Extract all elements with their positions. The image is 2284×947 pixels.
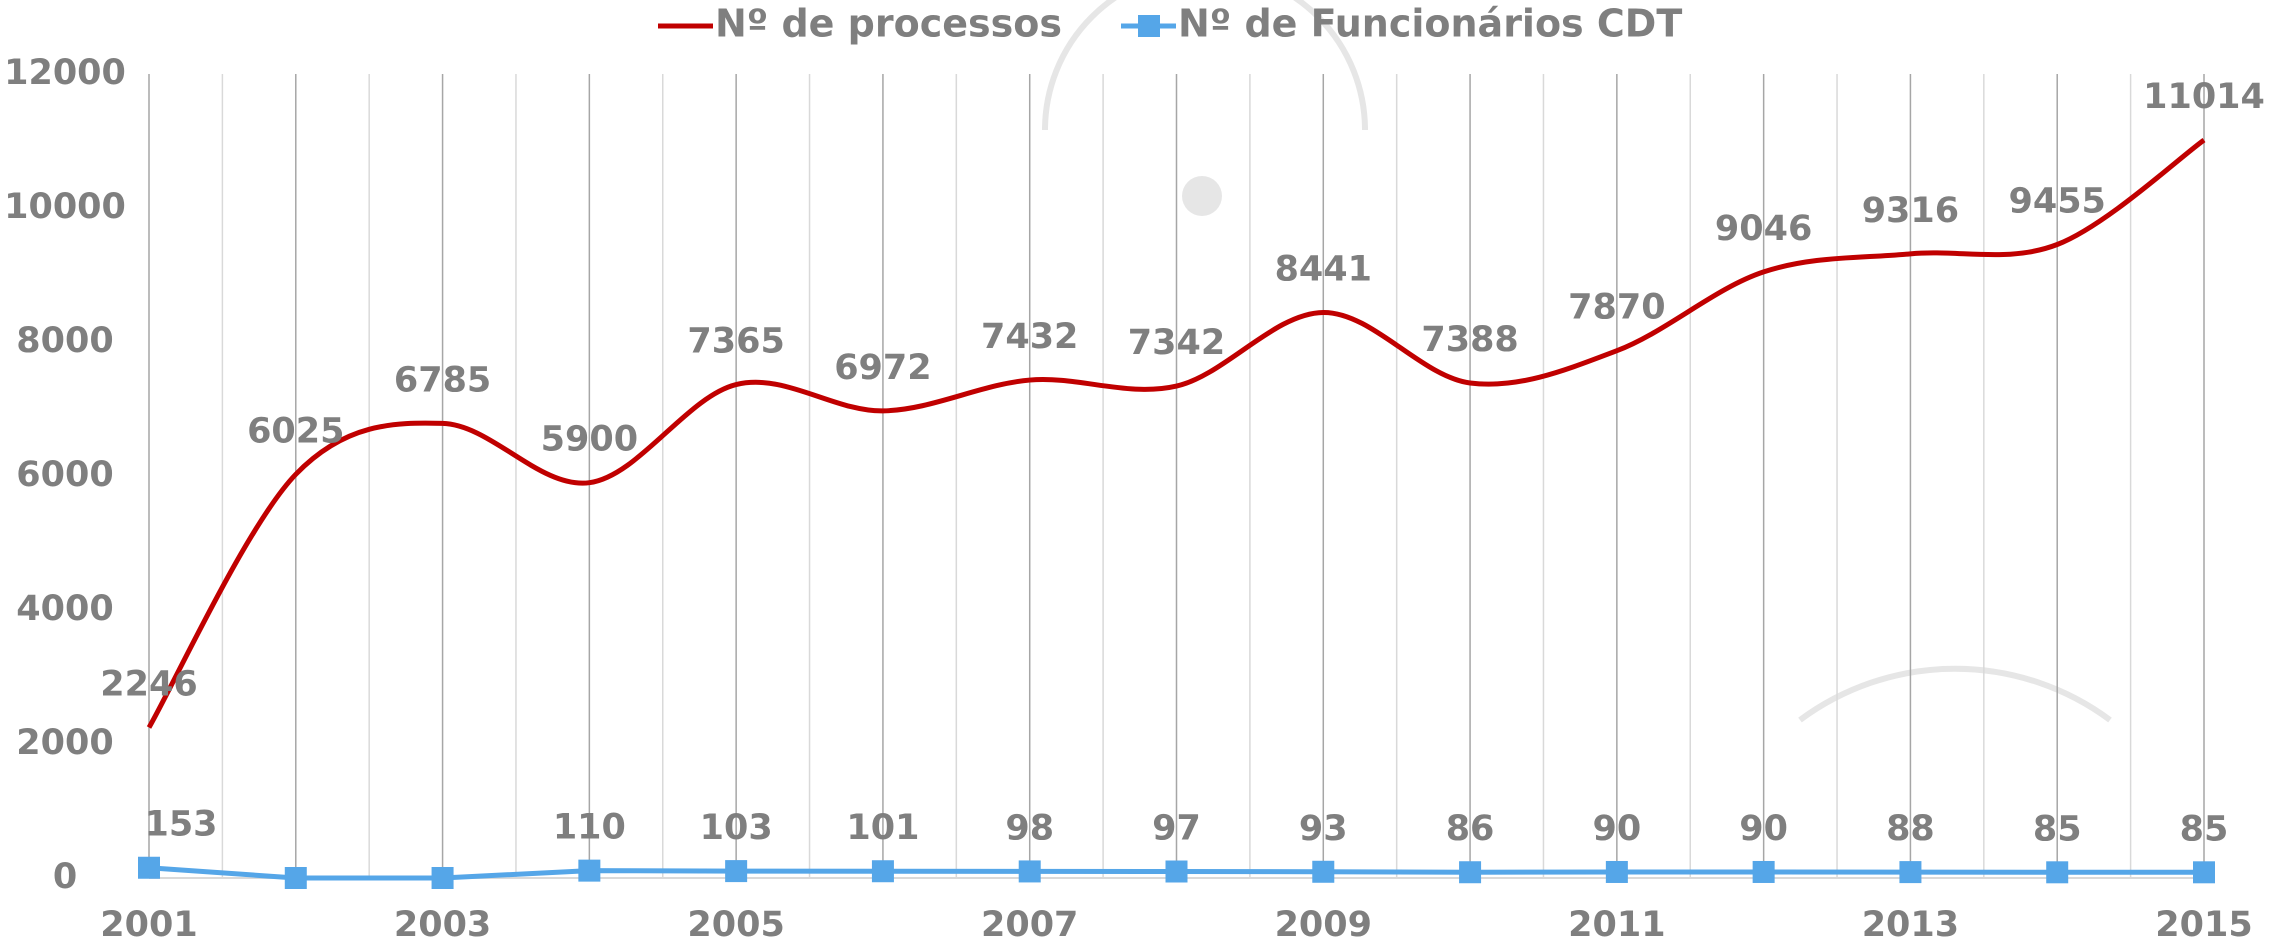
x-tick-label: 2003 <box>394 905 491 945</box>
y-tick-label: 0 <box>53 857 77 897</box>
marker <box>1753 861 1775 883</box>
marker <box>1606 861 1628 883</box>
data-label: 9316 <box>1862 191 1959 231</box>
data-label: 7342 <box>1128 323 1225 363</box>
legend-label: Nº de Funcionários CDT <box>1178 2 1682 46</box>
marker <box>578 860 600 882</box>
legend-label: Nº de processos <box>715 2 1062 46</box>
y-tick-label: 4000 <box>16 589 113 629</box>
data-label: 11014 <box>2143 77 2265 117</box>
data-label: 5900 <box>541 420 638 460</box>
x-tick-label: 2005 <box>687 905 784 945</box>
data-label: 88 <box>1886 809 1935 849</box>
data-label: 6972 <box>834 348 931 388</box>
data-label: 85 <box>2033 809 2082 849</box>
data-label: 7365 <box>687 322 784 362</box>
data-label: 7870 <box>1568 288 1665 328</box>
x-tick-label: 2007 <box>981 905 1078 945</box>
x-tick-label: 2009 <box>1275 905 1372 945</box>
marker <box>2193 861 2215 883</box>
marker <box>1899 861 1921 883</box>
marker <box>1166 861 1188 883</box>
data-label: 110 <box>553 808 626 848</box>
marker <box>725 860 747 882</box>
x-tick-label: 2001 <box>100 905 197 945</box>
data-label: 153 <box>144 805 217 845</box>
y-tick-label: 2000 <box>16 723 113 763</box>
data-label: 98 <box>1005 808 1054 848</box>
data-label: 97 <box>1152 809 1201 849</box>
data-label: 93 <box>1299 809 1348 849</box>
marker <box>2046 861 2068 883</box>
x-tick-label: 2015 <box>2155 905 2252 945</box>
marker <box>1459 861 1481 883</box>
marker <box>1019 860 1041 882</box>
data-label: 9455 <box>2009 182 2106 222</box>
y-tick-label: 6000 <box>16 455 113 495</box>
y-tick-label: 8000 <box>16 321 113 361</box>
marker <box>285 867 307 889</box>
data-label: 101 <box>846 808 919 848</box>
data-label: 7388 <box>1421 320 1518 360</box>
data-label: 86 <box>1446 809 1495 849</box>
data-label: 6025 <box>247 411 344 451</box>
data-label: 90 <box>1592 809 1641 849</box>
y-tick-label: 12000 <box>4 53 126 93</box>
data-label: 103 <box>700 808 773 848</box>
marker <box>872 860 894 882</box>
marker <box>432 867 454 889</box>
data-label: 85 <box>2180 809 2229 849</box>
x-tick-label: 2011 <box>1568 905 1665 945</box>
marker <box>138 857 160 879</box>
data-label: 90 <box>1739 809 1788 849</box>
data-label: 9046 <box>1715 209 1812 249</box>
data-label: 7432 <box>981 317 1078 357</box>
legend-marker <box>1138 15 1160 37</box>
chart: 0 2000 4000 6000 8000 10000 12000 2001 2003 2005 2… <box>0 0 2284 947</box>
x-tick-label: 2013 <box>1862 905 1959 945</box>
y-tick-label: 10000 <box>4 187 126 227</box>
marker <box>1312 861 1334 883</box>
data-label: 8441 <box>1275 249 1372 289</box>
data-label: 2246 <box>100 665 197 705</box>
data-label: 6785 <box>394 360 491 400</box>
